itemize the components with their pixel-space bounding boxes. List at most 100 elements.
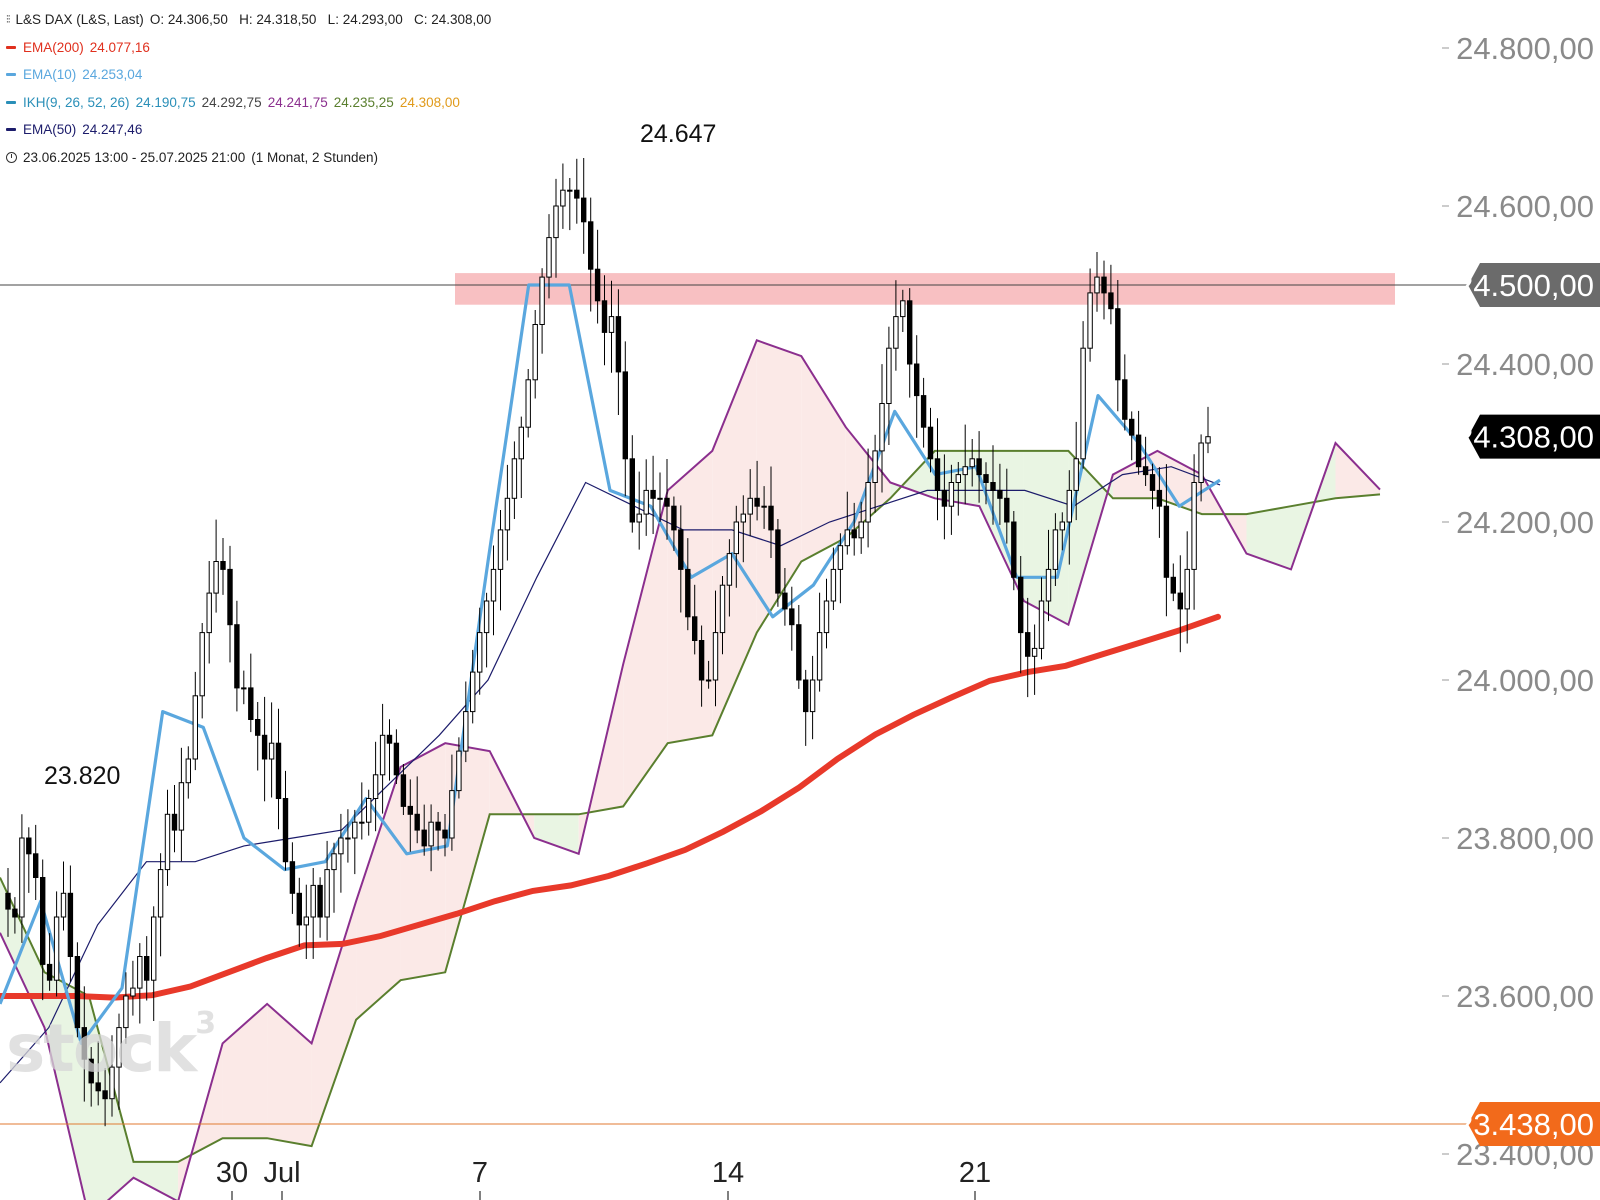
candle-body (594, 268, 601, 302)
candle-body (983, 474, 989, 484)
candle-body (1156, 489, 1163, 507)
candle-body (698, 640, 705, 681)
cloud-segment (1335, 443, 1380, 499)
candle-body (26, 837, 32, 855)
price-tag-level (1468, 263, 1600, 307)
ema10-swatch (6, 73, 16, 77)
candle-body (1191, 482, 1197, 570)
candle-body (581, 197, 587, 223)
candle-body (178, 782, 185, 831)
x-tick-label: 21 (959, 1157, 991, 1189)
candle-body (282, 798, 289, 863)
candle-body (1080, 347, 1086, 460)
candle-body (685, 568, 691, 618)
candle-body (421, 829, 427, 847)
candle-body (220, 561, 226, 570)
candle-body (851, 529, 857, 539)
candle-body (331, 853, 337, 871)
candle-body (539, 276, 545, 326)
ema200-value: 24.077,16 (89, 39, 150, 55)
legend-ema10[interactable]: EMA(10) 24.253,04 (6, 61, 491, 89)
candle-body (449, 790, 455, 839)
candle-body (379, 734, 386, 776)
candle-body (1129, 418, 1135, 436)
ema50-value: 24.247,46 (82, 122, 143, 137)
candle-body (1004, 497, 1010, 523)
cloud-segment (756, 340, 802, 633)
y-tick-label: 24.000,00 (1456, 663, 1594, 698)
candle-body (553, 205, 559, 239)
candle-body (1045, 568, 1052, 602)
candle-body (809, 679, 816, 713)
ema50-line (0, 466, 1221, 1084)
cloud-segment (623, 490, 668, 807)
candle-body (1052, 529, 1059, 570)
cloud-segment (311, 901, 357, 1147)
ema10-value: 24.253,04 (82, 67, 143, 82)
candle-body (740, 513, 746, 523)
candle-body (719, 584, 726, 634)
x-axis: 30 Jul 7 14 21 (216, 1157, 991, 1200)
candle-body (1149, 474, 1156, 491)
x-tick-label: Jul (263, 1157, 300, 1189)
candle-body (12, 908, 18, 918)
price-tags: 24.500,00 24.308,00 23.438,00 (1456, 263, 1600, 1146)
y-tick-label: 24.400,00 (1456, 347, 1594, 382)
ohlc-values: O: 24.306,50 H: 24.318,50 L: 24.293,00 C… (149, 12, 492, 27)
candle-body (428, 821, 434, 847)
senkou-span-b-line (0, 339, 1381, 1200)
candle-body (1066, 489, 1072, 523)
ema200-swatch (6, 45, 16, 49)
candle-body (393, 742, 400, 776)
candle-body (1115, 308, 1121, 381)
candle-body (352, 821, 358, 839)
y-tick-label: 23.600,00 (1456, 979, 1594, 1014)
candle-body (268, 742, 275, 760)
candle-body (775, 529, 781, 594)
candle-body (366, 798, 372, 823)
candle-body (976, 458, 982, 476)
candle-body (574, 189, 580, 199)
candle-body (261, 734, 268, 760)
candle-body (657, 497, 663, 500)
candle-body (1087, 292, 1093, 349)
candle-body (726, 553, 733, 586)
candle-body (830, 568, 837, 602)
candle-body (46, 963, 53, 981)
candle-body (560, 189, 566, 207)
legend-ema200[interactable]: EMA(200) 24.077,16 (6, 34, 491, 62)
candle-body (60, 892, 67, 918)
candle-body (33, 853, 39, 878)
candle-body (615, 316, 622, 373)
legend-ikh[interactable]: IKH(9, 26, 52, 26) 24.190,75 24.292,75 2… (6, 89, 491, 117)
candle-body (1094, 276, 1100, 294)
legend-ema50[interactable]: EMA(50) 24.247,46 (6, 116, 491, 144)
price-tag-low (1468, 1101, 1600, 1146)
candle-body (497, 529, 504, 570)
y-tick-label: 24.200,00 (1456, 505, 1594, 540)
candle-body (463, 711, 469, 752)
candle-body (234, 624, 240, 689)
candle-body (747, 497, 753, 515)
candle-body (324, 869, 330, 918)
ikh-value-tenkan: 24.190,75 (135, 94, 196, 110)
candle-body (844, 529, 850, 547)
cloud-segment (267, 1003, 312, 1147)
x-tick-label: 30 (216, 1157, 248, 1189)
candle-body (1122, 379, 1128, 420)
candle-body (879, 403, 885, 452)
candle-body (518, 426, 524, 460)
candle-body (997, 489, 1003, 499)
candle-body (442, 829, 448, 839)
candle-body (920, 395, 927, 428)
candle-body (504, 497, 511, 531)
candle-body (74, 956, 81, 1029)
candle-body (941, 489, 948, 507)
candle-body (893, 316, 899, 349)
candle-body (109, 1066, 115, 1100)
candle-body (116, 1027, 122, 1068)
clock-icon (6, 151, 17, 163)
candle-body (5, 892, 11, 910)
candle-body (837, 545, 844, 570)
